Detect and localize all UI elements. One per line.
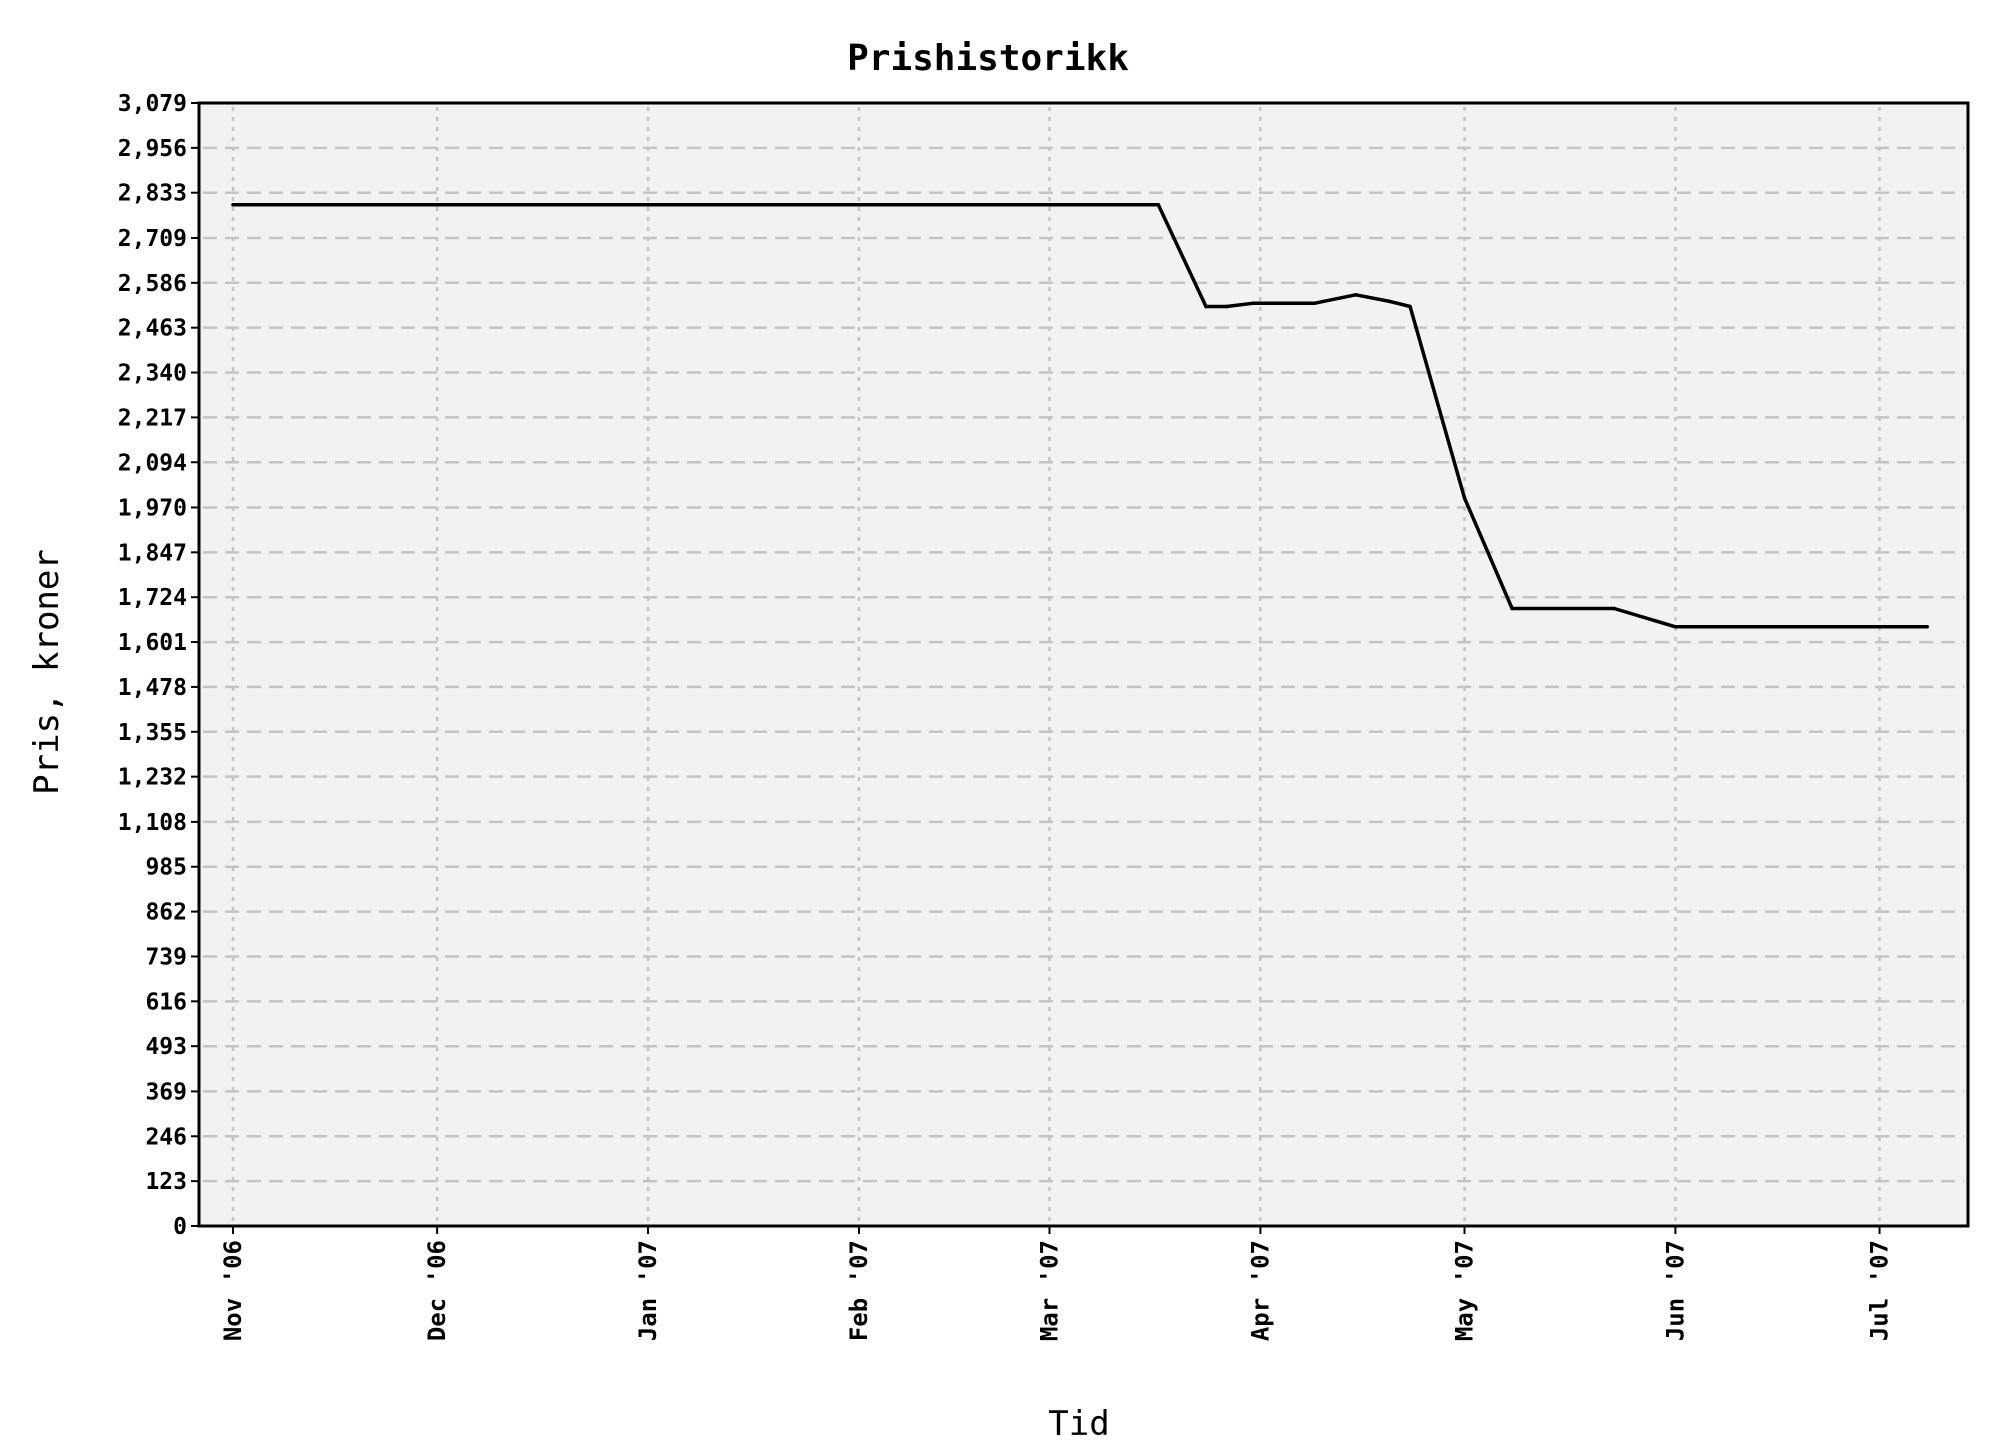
y-tick-label: 123: [145, 1169, 187, 1195]
y-tick-label: 246: [145, 1124, 187, 1150]
y-tick-label: 616: [145, 989, 187, 1015]
x-axis-label: Tid: [1048, 1404, 1109, 1442]
price-data-point: [1204, 304, 1208, 309]
price-data-point: [1251, 301, 1256, 306]
y-axis-label: Pris, kroner: [27, 549, 67, 795]
y-tick-label: 1,478: [118, 675, 187, 701]
y-tick-label: 1,847: [118, 540, 187, 566]
x-tick-label: Mar '07: [1035, 1240, 1063, 1341]
price-data-point: [1510, 606, 1514, 611]
y-tick-label: 493: [145, 1034, 187, 1060]
x-tick-label: Nov '06: [219, 1240, 247, 1341]
x-tick-label: Jun '07: [1661, 1240, 1689, 1341]
y-tick-label: 2,833: [118, 181, 187, 207]
x-tick-label: Dec '06: [423, 1240, 451, 1341]
y-tick-label: 2,217: [118, 405, 187, 431]
y-tick-label: 739: [145, 944, 187, 970]
y-tick-label: 1,355: [118, 720, 187, 746]
y-tick-label: 1,108: [118, 810, 187, 836]
y-tick-label: 3,079: [118, 91, 187, 117]
y-tick-label: 2,340: [118, 361, 187, 387]
price-data-point: [1313, 301, 1317, 306]
price-data-point: [1408, 304, 1412, 309]
plot-area: [199, 103, 1968, 1226]
x-tick-label: May '07: [1451, 1240, 1479, 1341]
x-tick-label: Feb '07: [845, 1240, 873, 1341]
x-tick-label: Jul '07: [1866, 1240, 1894, 1341]
series-layer: [231, 202, 1929, 629]
price-series-line: [233, 203, 1928, 629]
plot-frame: [197, 101, 1970, 1228]
price-data-point: [1612, 606, 1616, 611]
x-axis-ticks: Nov '06 Dec '06 Jan '07 Feb '07 Mar '07 Apr '…: [219, 1226, 1894, 1341]
y-tick-label: 2,586: [118, 271, 187, 297]
y-tick-label: 1,724: [118, 585, 187, 611]
x-tick-label: Apr '07: [1246, 1240, 1274, 1341]
x-tick-label: Jan '07: [634, 1240, 662, 1341]
y-tick-label: 369: [145, 1079, 187, 1105]
price-data-point: [1462, 496, 1467, 500]
price-data-point: [1387, 299, 1392, 304]
y-tick-label: 2,956: [118, 136, 187, 162]
y-tick-label: 1,601: [118, 630, 187, 656]
price-data-point: [1925, 624, 1929, 629]
price-data-point: [1156, 202, 1161, 207]
y-tick-label: 2,463: [118, 316, 187, 342]
grid-lines: [203, 101, 1964, 1222]
y-tick-label: 1,970: [118, 495, 187, 521]
price-data-point: [231, 202, 235, 207]
price-data-point: [1673, 624, 1678, 629]
y-tick-label: 2,709: [118, 226, 187, 252]
y-tick-label: 2,094: [118, 450, 187, 476]
y-axis-ticks: 0 123 246 369 493 616 739 862 985 1,108 1,232 1,355…: [118, 91, 199, 1240]
chart-title: Prishistorikk: [847, 38, 1129, 79]
y-tick-label: 0: [173, 1214, 187, 1240]
y-tick-label: 985: [145, 855, 187, 881]
y-tick-label: 1,232: [118, 765, 187, 791]
price-data-point: [1353, 293, 1358, 297]
y-tick-label: 862: [145, 900, 187, 926]
price-data-point: [1224, 304, 1229, 309]
